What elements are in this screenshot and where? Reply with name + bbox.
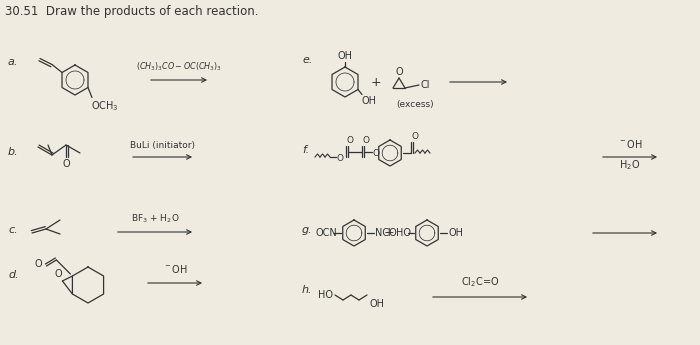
Text: OH: OH (448, 228, 463, 238)
Text: $(CH_3)_3CO-OC(CH_3)_3$: $(CH_3)_3CO-OC(CH_3)_3$ (136, 60, 222, 73)
Text: OH: OH (362, 96, 377, 106)
Text: O: O (336, 154, 343, 162)
Text: O: O (62, 159, 70, 169)
Text: OH: OH (369, 299, 384, 309)
Text: BuLi (initiator): BuLi (initiator) (130, 141, 195, 150)
Text: O: O (395, 67, 402, 77)
Text: a.: a. (8, 57, 18, 67)
Text: Cl: Cl (420, 80, 430, 90)
Text: $^-$OH: $^-$OH (162, 263, 188, 275)
Text: b.: b. (8, 147, 19, 157)
Text: d.: d. (8, 270, 19, 280)
Text: 30.51  Draw the products of each reaction.: 30.51 Draw the products of each reaction… (5, 5, 258, 18)
Text: H$_2$O: H$_2$O (620, 158, 640, 172)
Text: O: O (35, 259, 43, 269)
Text: NCO: NCO (375, 228, 397, 238)
Text: HO: HO (396, 228, 411, 238)
Text: c.: c. (8, 225, 18, 235)
Text: e.: e. (302, 55, 312, 65)
Text: g.: g. (302, 225, 313, 235)
Text: OH: OH (337, 51, 353, 61)
Text: +: + (371, 76, 382, 89)
Text: +: + (384, 227, 394, 239)
Text: $^-$OH: $^-$OH (617, 138, 643, 150)
Text: OCH$_3$: OCH$_3$ (91, 99, 119, 113)
Text: BF$_3$ + H$_2$O: BF$_3$ + H$_2$O (131, 213, 179, 225)
Text: (excess): (excess) (396, 100, 433, 109)
Text: f.: f. (302, 145, 309, 155)
Text: O: O (372, 148, 379, 158)
Text: O: O (362, 136, 369, 145)
Text: O: O (411, 132, 418, 141)
Text: O: O (346, 136, 353, 145)
Text: HO: HO (318, 290, 333, 300)
Text: h.: h. (302, 285, 312, 295)
Text: O: O (55, 269, 62, 279)
Text: OCN: OCN (315, 228, 337, 238)
Text: Cl$_2$C=O: Cl$_2$C=O (461, 275, 499, 289)
